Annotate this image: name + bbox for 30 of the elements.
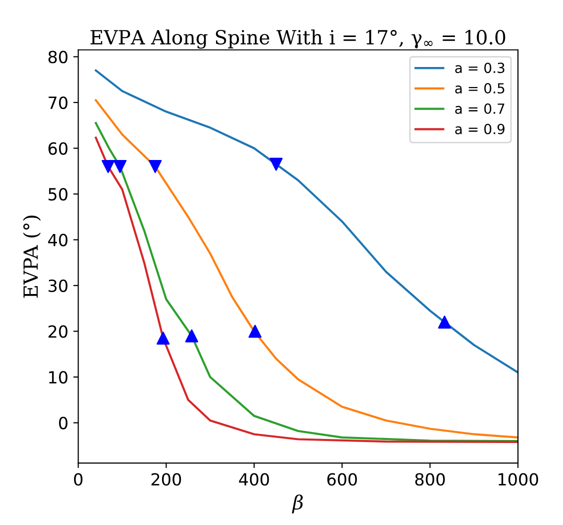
y-tick-label: 0	[59, 416, 68, 430]
point	[114, 160, 127, 174]
x-tick-label: 800	[415, 473, 445, 486]
y-tick-label: 40	[48, 234, 68, 246]
x-axis-title: β	[292, 494, 303, 514]
y-tick-label: 50	[48, 188, 68, 201]
point	[148, 160, 162, 174]
legend-label: a = 0.5	[455, 83, 504, 94]
point	[270, 158, 283, 171]
point	[438, 316, 452, 329]
x-tick-label: 600	[327, 473, 357, 486]
y-tick-label: 60	[48, 142, 68, 155]
legend-label: a = 0.9	[455, 124, 504, 134]
legend-label: a = 0.7	[455, 103, 504, 114]
y-tick-label: 80	[48, 50, 68, 64]
y-axis-title: EVPA (°)	[22, 216, 41, 298]
point	[248, 324, 262, 338]
y-tick-label: 20	[48, 325, 68, 338]
x-tick-label: 0	[74, 473, 82, 486]
y-tick-label: 70	[48, 96, 68, 110]
point	[156, 332, 170, 345]
chart-title: EVPA Along Spine With i = 17°, γ$_{∞}$ = 10.0	[90, 30, 506, 49]
x-tick-label: 400	[239, 473, 269, 486]
y-tick-label: 10	[49, 370, 68, 384]
point	[185, 329, 198, 342]
point	[102, 160, 115, 174]
legend-label: a = 0.3	[455, 62, 504, 74]
x-tick-label: 200	[152, 473, 181, 486]
y-tick-label: 30	[48, 279, 68, 292]
x-tick-label: 1000	[498, 473, 538, 486]
